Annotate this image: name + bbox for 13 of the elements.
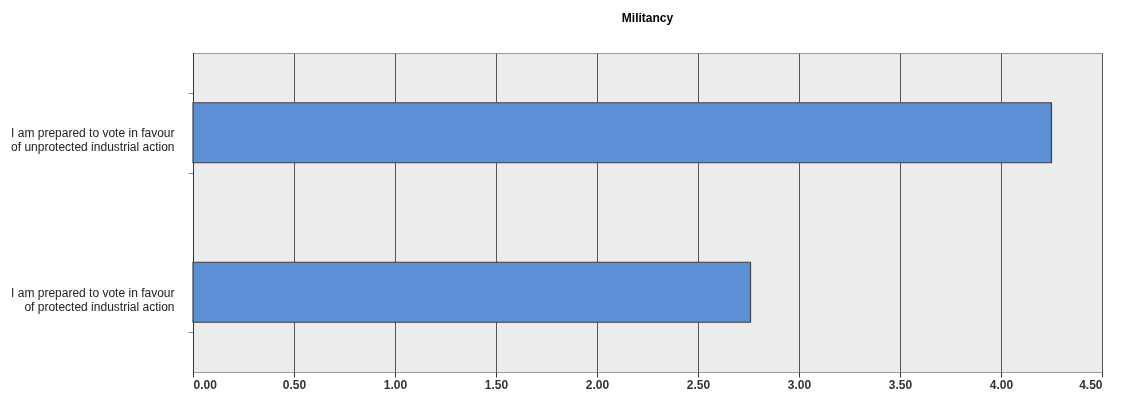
y-tick-label: I am prepared to vote in favour of protected industrial action bbox=[11, 285, 175, 314]
x-tick-label: 0.00 bbox=[193, 377, 218, 392]
x-tick-label: 3.50 bbox=[888, 377, 913, 392]
x-tick-label: 3.00 bbox=[787, 377, 812, 392]
x-tick-label: 4.00 bbox=[989, 377, 1014, 392]
x-tick-label: 0.50 bbox=[282, 377, 307, 392]
x-tick-label: 4.50 bbox=[1079, 377, 1103, 392]
y-tick-label: I am prepared to vote in favour of unprotected industrial action bbox=[11, 126, 175, 155]
x-tick-label: 1.50 bbox=[484, 377, 509, 392]
x-tick-label: 1.00 bbox=[383, 377, 408, 392]
chart-title: Militancy bbox=[621, 11, 674, 25]
x-tick-label: 2.00 bbox=[585, 377, 610, 392]
x-tick-label: 2.50 bbox=[686, 377, 711, 392]
